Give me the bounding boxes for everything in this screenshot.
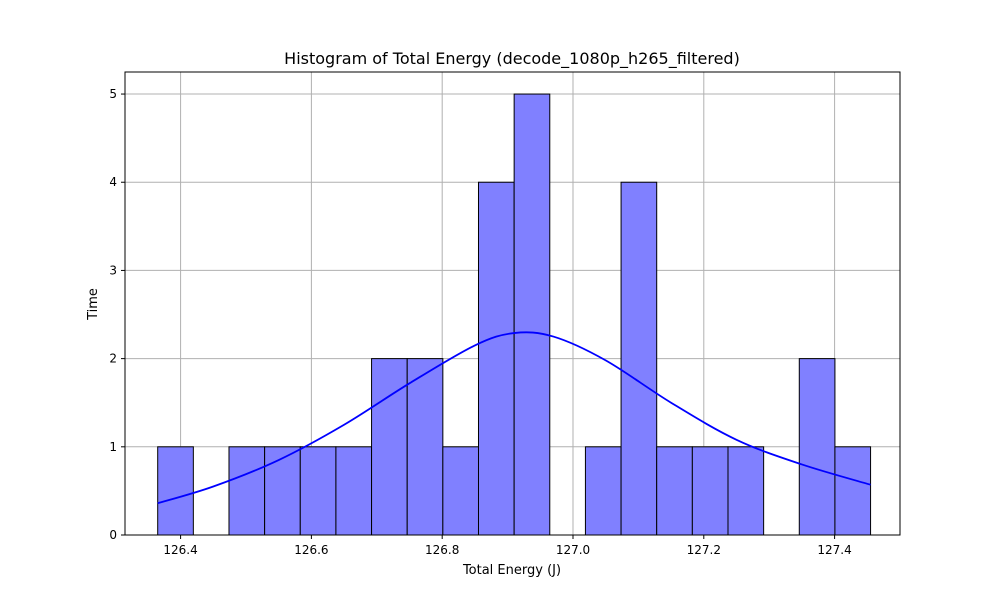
chart-title: Histogram of Total Energy (decode_1080p_… bbox=[284, 49, 740, 69]
x-tick-label: 126.4 bbox=[163, 543, 197, 557]
x-tick-label: 127.0 bbox=[556, 543, 590, 557]
histogram-bar bbox=[477, 181, 515, 536]
y-tick-label: 0 bbox=[109, 528, 117, 542]
histogram-bar bbox=[727, 446, 765, 536]
histogram-bar bbox=[620, 181, 658, 536]
x-tick-label: 127.4 bbox=[817, 543, 851, 557]
x-tick-label: 127.2 bbox=[687, 543, 721, 557]
histogram-bar bbox=[264, 446, 301, 536]
histogram-bar bbox=[335, 446, 373, 536]
histogram-bar bbox=[798, 358, 836, 536]
x-tick-label: 126.8 bbox=[425, 543, 459, 557]
y-tick-label: 4 bbox=[109, 175, 117, 189]
histogram-bar bbox=[228, 446, 266, 536]
y-tick-label: 2 bbox=[109, 352, 117, 366]
histogram-bar bbox=[584, 446, 622, 536]
histogram-bar bbox=[406, 358, 444, 536]
kde-curve-group bbox=[157, 331, 871, 505]
histogram-bar bbox=[442, 446, 479, 536]
y-axis-label: Time bbox=[86, 288, 101, 321]
x-axis-label: Total Energy (J) bbox=[462, 563, 561, 578]
histogram-bar bbox=[691, 446, 729, 536]
histogram-bar bbox=[656, 446, 693, 536]
histogram-bars bbox=[157, 93, 872, 536]
plot-frame bbox=[124, 71, 901, 536]
histogram-bar bbox=[371, 358, 408, 536]
x-tick-label: 126.6 bbox=[294, 543, 328, 557]
histogram-bar bbox=[299, 446, 337, 536]
kde-line bbox=[157, 331, 871, 505]
y-tick-label: 5 bbox=[109, 87, 117, 101]
y-axis-ticks: 0 1 2 3 4 5 bbox=[109, 87, 125, 542]
histogram-bar bbox=[157, 446, 194, 536]
x-axis-ticks: 126.4 126.6 126.8 127.0 127.2 127.4 bbox=[163, 535, 852, 557]
y-tick-label: 3 bbox=[109, 263, 117, 277]
histogram-bar bbox=[513, 93, 551, 536]
histogram-bar bbox=[834, 446, 872, 536]
y-tick-label: 1 bbox=[109, 440, 117, 454]
